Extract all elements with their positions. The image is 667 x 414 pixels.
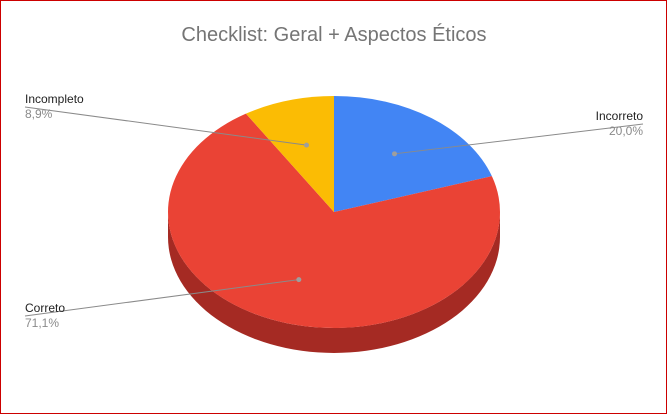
leader-line-incompleto xyxy=(24,106,307,146)
pie-depth-group xyxy=(168,212,500,353)
pie-slices-group xyxy=(168,96,501,328)
slice-label-incorreto: Incorreto xyxy=(596,109,644,123)
slice-percent-incompleto: 8,9% xyxy=(25,107,53,121)
leader-dot-incorreto xyxy=(391,151,397,157)
leader-dot-correto xyxy=(296,277,302,283)
pie-slice-side-correto xyxy=(168,212,500,353)
slice-percent-incorreto: 20,0% xyxy=(609,124,643,138)
leader-dot-incompleto xyxy=(304,142,310,148)
slice-label-correto: Correto xyxy=(25,301,65,315)
slice-percent-correto: 71,1% xyxy=(25,316,59,330)
leader-line-incorreto xyxy=(394,123,644,155)
leader-line-correto xyxy=(24,279,299,317)
pie-slice-incompleto[interactable] xyxy=(245,96,334,212)
pie-slice-correto[interactable] xyxy=(168,113,501,328)
slice-label-incompleto: Incompleto xyxy=(25,92,84,106)
chart-title: Checklist: Geral + Aspectos Éticos xyxy=(181,23,486,46)
pie-slice-incorreto[interactable] xyxy=(334,96,492,212)
